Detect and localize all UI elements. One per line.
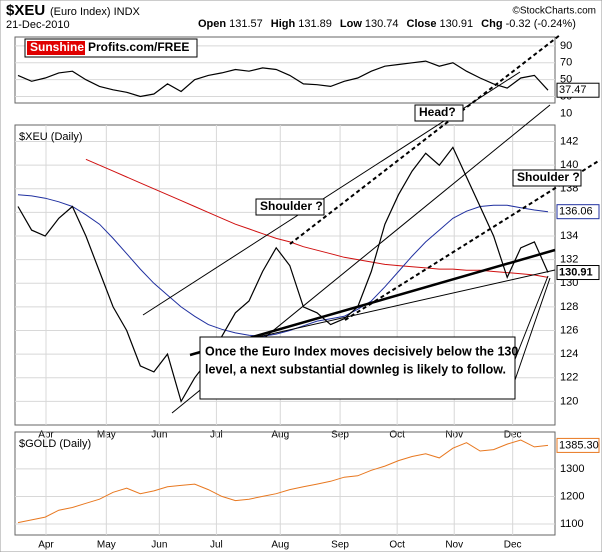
note-line: Once the Euro Index moves decisively bel… [205, 344, 518, 358]
series-line [85, 158, 549, 278]
dashed-lower [344, 159, 601, 321]
quote: Open 131.57 High 131.89 Low 130.74 Close 130.91… [198, 18, 576, 30]
panel-frame [14, 431, 556, 536]
series-line [17, 60, 549, 98]
annotation: Shoulder ? [517, 170, 580, 184]
annotation-box [512, 169, 582, 187]
pointer-a [509, 275, 549, 373]
series-line [17, 439, 549, 524]
y-tick-label: 130 [560, 277, 578, 289]
last-value-label: 1385.30 [559, 439, 599, 451]
quote-label: High [271, 18, 296, 30]
y-tick-label: 120 [560, 395, 578, 407]
quote-value: -0.32 (-0.24%) [506, 18, 576, 30]
credit: ©StockCharts.com [512, 6, 596, 17]
note-box [199, 336, 516, 400]
y-tick-label: 142 [560, 135, 578, 147]
annotation: Head? [419, 105, 456, 119]
symbol: $XEU [6, 2, 45, 19]
y-tick-label: 70 [560, 57, 572, 69]
panel: 1100 1200 1300 Apr May Jun Jul Aug Sep Oct Nov Dec $… [14, 431, 600, 551]
symbol-name: (Euro Index) INDX [50, 6, 141, 18]
x-tick-label: Jun [151, 540, 167, 551]
x-tick-label: Apr [38, 540, 54, 551]
y-tick-label: 122 [560, 372, 578, 384]
series-line [17, 146, 549, 403]
last-value-box [556, 265, 600, 281]
quote-value: 131.89 [298, 18, 332, 30]
last-value-box [556, 437, 600, 453]
y-tick-label: 124 [560, 348, 578, 360]
annotation-box [255, 198, 325, 216]
quote-label: Close [407, 18, 437, 30]
x-tick-label: Nov [445, 540, 463, 551]
y-tick-label: 1200 [560, 490, 584, 502]
x-tick-label: May [97, 540, 116, 551]
last-value-label: 37.47 [559, 84, 587, 96]
quote-value: 130.91 [440, 18, 474, 30]
panel-title: $XEU (Daily) [19, 131, 83, 143]
y-tick-label: 50 [560, 74, 572, 86]
logo-red [27, 41, 85, 55]
y-tick-label: 1100 [560, 518, 584, 530]
panel-frame [14, 36, 556, 104]
panel-title: $GOLD (Daily) [19, 438, 91, 450]
panel-frame [14, 124, 556, 426]
x-tick-label: Sep [331, 540, 349, 551]
last-value-label: 136.06 [559, 206, 593, 218]
x-tick-label: Aug [271, 540, 289, 551]
y-tick-label: 1300 [560, 463, 584, 475]
annotation: Shoulder ? [260, 199, 323, 213]
quote-label: Open [198, 18, 226, 30]
x-tick-label: Jul [210, 540, 223, 551]
annotation-box [414, 104, 464, 122]
y-tick-label: 126 [560, 324, 578, 336]
y-tick-label: 128 [560, 301, 578, 313]
quote-label: Low [340, 18, 362, 30]
x-tick-label: Dec [504, 540, 522, 551]
y-tick-label: 132 [560, 254, 578, 266]
pointer-b [514, 277, 551, 381]
last-value-box [556, 82, 600, 98]
y-tick-label: 140 [560, 159, 578, 171]
date: 21-Dec-2010 [6, 19, 70, 31]
logo-text: Sunshine [30, 40, 84, 54]
y-tick-label: 10 [560, 107, 572, 119]
note-line: level, a next substantial downleg is lik… [205, 362, 506, 376]
series-line [17, 194, 549, 337]
y-tick-label: 134 [560, 230, 578, 242]
quote-value: 131.57 [229, 18, 263, 30]
quote-value: 130.74 [365, 18, 399, 30]
dashed-upper [289, 34, 561, 245]
y-tick-label: 90 [560, 40, 572, 52]
logo-text: Profits.com/FREE [88, 40, 189, 54]
last-value-label: 130.91 [559, 266, 593, 278]
last-value-box [556, 204, 600, 220]
quote-label: Chg [481, 18, 502, 30]
x-tick-label: Oct [389, 540, 405, 551]
